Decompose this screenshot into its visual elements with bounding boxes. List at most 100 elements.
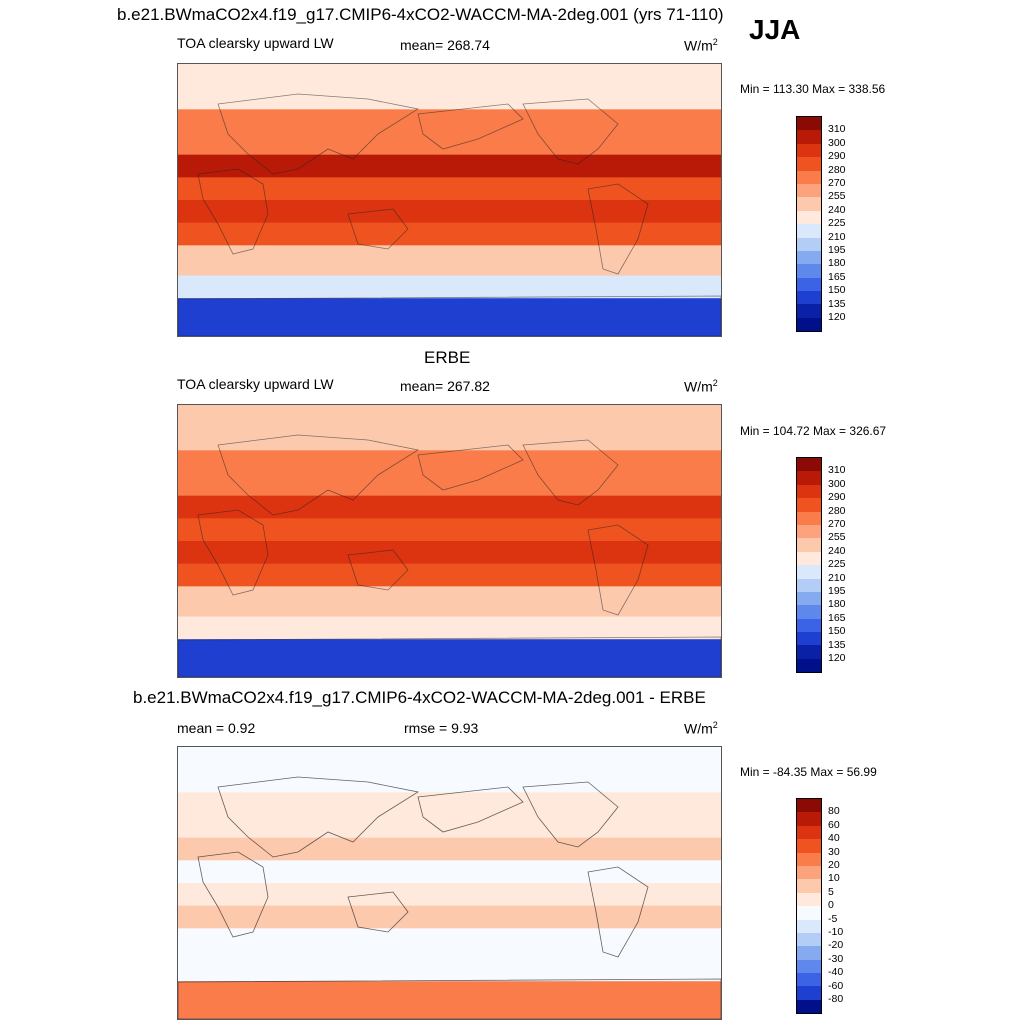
colorbar-tick-label: 240 bbox=[828, 203, 846, 216]
colorbar-swatch bbox=[797, 224, 821, 238]
latitude-band bbox=[178, 958, 721, 982]
latitude-band bbox=[178, 905, 721, 929]
colorbar-tick-label: 40 bbox=[828, 832, 840, 845]
coastline-outline bbox=[417, 444, 524, 491]
colorbar-tick-label: 310 bbox=[828, 123, 846, 136]
panel1-minmax: Min = 113.30 Max = 338.56 bbox=[740, 82, 886, 96]
colorbar-swatch bbox=[797, 839, 821, 853]
colorbar-tick-label: 180 bbox=[828, 257, 846, 270]
coastline-outline bbox=[197, 851, 269, 938]
coastline-outline bbox=[347, 549, 409, 591]
panel1-colorbar bbox=[796, 116, 822, 333]
panel3-units: W/m2 bbox=[684, 720, 718, 737]
latitude-band bbox=[178, 586, 721, 618]
colorbar-swatch bbox=[797, 812, 821, 826]
colorbar-swatch bbox=[797, 578, 821, 592]
colorbar-swatch bbox=[797, 618, 821, 633]
coastline-outline bbox=[417, 786, 524, 833]
colorbar-tick-label: 280 bbox=[828, 504, 846, 517]
latitude-band bbox=[178, 518, 721, 542]
colorbar-swatch bbox=[797, 458, 821, 472]
latitude-band bbox=[178, 541, 721, 565]
latitude-band bbox=[178, 245, 721, 277]
coastline-outline bbox=[347, 891, 409, 933]
colorbar-tick-label: 150 bbox=[828, 625, 846, 638]
latitude-band bbox=[178, 792, 721, 839]
colorbar-tick-label: 180 bbox=[828, 598, 846, 611]
colorbar-swatch bbox=[797, 906, 821, 920]
colorbar-swatch bbox=[797, 892, 821, 907]
panel1-units: W/m2 bbox=[684, 37, 718, 54]
coastline-outline bbox=[197, 509, 269, 596]
panel2-heading: ERBE bbox=[424, 348, 471, 367]
colorbar-tick-label: 225 bbox=[828, 558, 846, 571]
colorbar-tick-label: 225 bbox=[828, 217, 846, 230]
coastline-outline bbox=[217, 776, 420, 858]
colorbar-swatch bbox=[797, 551, 821, 566]
panel1-map bbox=[177, 63, 722, 337]
colorbar-tick-label: 195 bbox=[828, 585, 846, 597]
colorbar-tick-label: -60 bbox=[828, 979, 844, 992]
colorbar-tick-label: 255 bbox=[828, 531, 846, 544]
colorbar-swatch bbox=[797, 170, 821, 184]
colorbar-swatch bbox=[797, 632, 821, 646]
colorbar-tick-label: -20 bbox=[828, 939, 844, 952]
panel1-mean: mean= 268.74 bbox=[400, 37, 490, 53]
colorbar-tick-label: 20 bbox=[828, 859, 840, 871]
colorbar-tick-label: -80 bbox=[828, 993, 844, 1005]
latitude-band bbox=[178, 64, 721, 110]
latitude-band bbox=[178, 405, 721, 451]
colorbar-tick-label: 240 bbox=[828, 544, 846, 557]
panel2-variable: TOA clearsky upward LW bbox=[177, 376, 334, 392]
colorbar-swatch bbox=[797, 157, 821, 171]
colorbar-swatch bbox=[797, 879, 821, 893]
latitude-band bbox=[178, 177, 721, 201]
latitude-band bbox=[178, 860, 721, 884]
colorbar-tick-label: 165 bbox=[828, 270, 846, 283]
colorbar-tick-label: -10 bbox=[828, 926, 844, 938]
colorbar-tick-label: 135 bbox=[828, 638, 846, 651]
latitude-band bbox=[178, 298, 721, 336]
colorbar-swatch bbox=[797, 210, 821, 225]
colorbar-swatch bbox=[797, 865, 821, 880]
colorbar-swatch bbox=[797, 645, 821, 659]
colorbar-swatch bbox=[797, 143, 821, 158]
colorbar-swatch bbox=[797, 565, 821, 579]
colorbar-tick-label: 290 bbox=[828, 491, 846, 504]
colorbar-swatch bbox=[797, 852, 821, 866]
colorbar-tick-label: -30 bbox=[828, 952, 844, 965]
colorbar-swatch bbox=[797, 277, 821, 292]
coastline-outline bbox=[347, 208, 409, 250]
colorbar-tick-label: 280 bbox=[828, 163, 846, 176]
colorbar-tick-label: -5 bbox=[828, 912, 838, 925]
colorbar-tick-label: 135 bbox=[828, 297, 846, 310]
latitude-band bbox=[178, 154, 721, 178]
season-label: JJA bbox=[749, 14, 801, 45]
latitude-band bbox=[178, 883, 721, 907]
colorbar-swatch bbox=[797, 304, 821, 318]
colorbar-swatch bbox=[797, 317, 821, 332]
latitude-band bbox=[178, 222, 721, 246]
colorbar-swatch bbox=[797, 986, 821, 1000]
colorbar-tick-label: 290 bbox=[828, 150, 846, 163]
panel3-rmse: rmse = 9.93 bbox=[404, 720, 479, 736]
panel3-minmax: Min = -84.35 Max = 56.99 bbox=[740, 765, 877, 779]
colorbar-swatch bbox=[797, 932, 821, 947]
coastline-outline bbox=[587, 183, 649, 275]
colorbar-swatch bbox=[797, 484, 821, 499]
panel2-units: W/m2 bbox=[684, 378, 718, 395]
colorbar-swatch bbox=[797, 591, 821, 606]
colorbar-tick-label: 30 bbox=[828, 845, 840, 858]
panel2-mean: mean= 267.82 bbox=[400, 378, 490, 394]
colorbar-tick-label: 150 bbox=[828, 284, 846, 297]
colorbar-swatch bbox=[797, 291, 821, 305]
coastline-outline bbox=[178, 978, 721, 1019]
colorbar-tick-label: 165 bbox=[828, 611, 846, 624]
panel3-heatmap bbox=[178, 747, 721, 1019]
latitude-band bbox=[178, 495, 721, 519]
colorbar-tick-label: -40 bbox=[828, 966, 844, 979]
colorbar-tick-label: 210 bbox=[828, 230, 846, 243]
panel3-map bbox=[177, 746, 722, 1020]
colorbar-swatch bbox=[797, 658, 821, 673]
colorbar-tick-label: 60 bbox=[828, 818, 840, 831]
